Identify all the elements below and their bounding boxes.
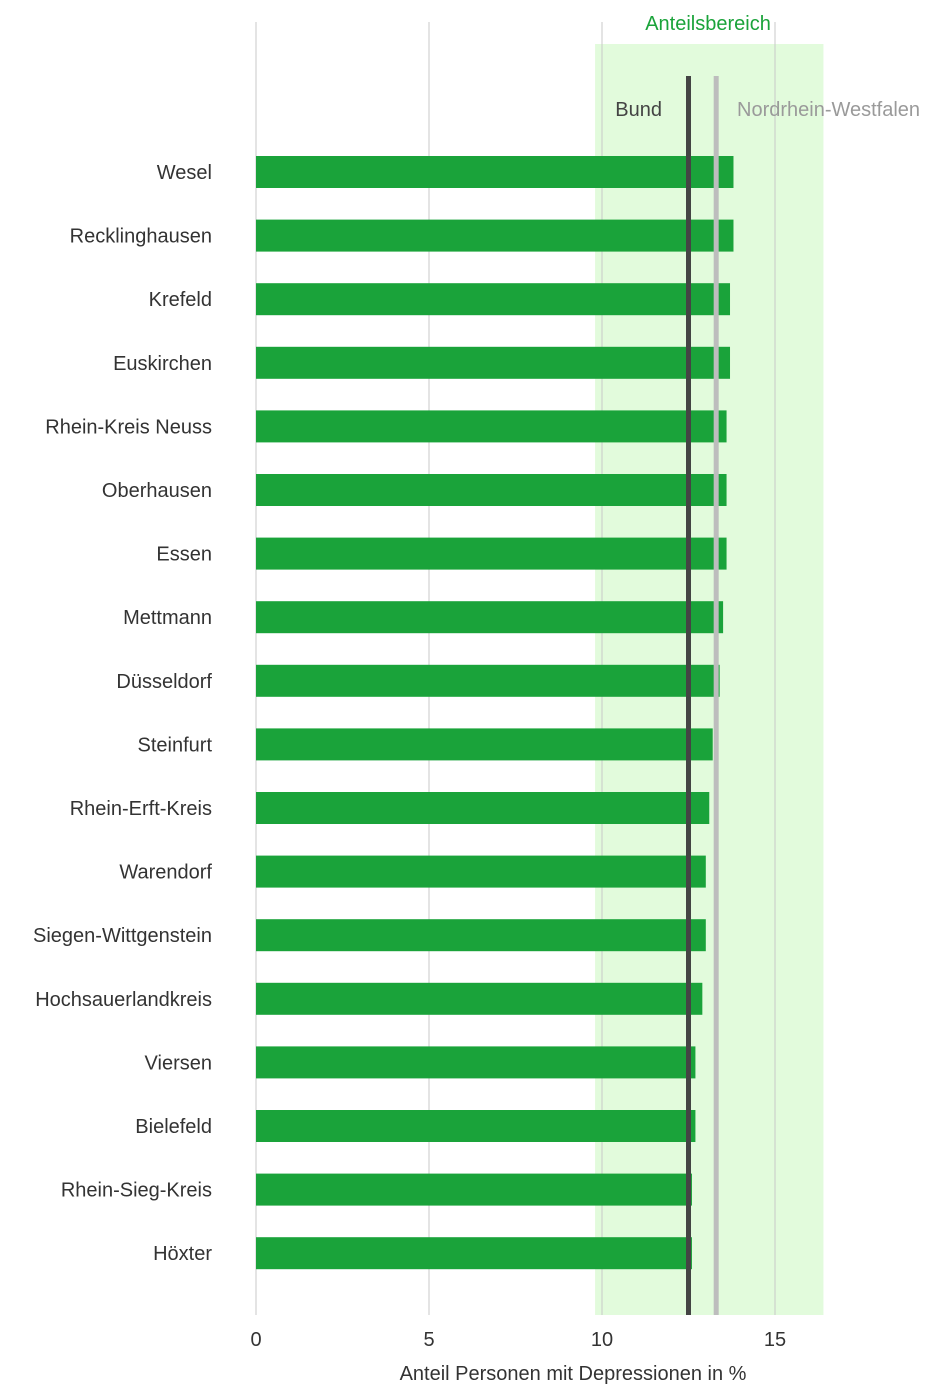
bar (256, 728, 713, 761)
bar (256, 792, 710, 824)
tick-labels: 0 5 10 15 (250, 1329, 786, 1351)
category-label: Hochsauerlandkreis (35, 989, 212, 1011)
category-label: Siegen-Wittgenstein (33, 925, 212, 947)
category-label: Krefeld (149, 289, 212, 311)
bar (256, 283, 731, 316)
category-label: Wesel (157, 162, 212, 184)
category-label: Viersen (145, 1052, 212, 1074)
bar (256, 664, 720, 697)
bar (256, 156, 734, 188)
bar (256, 919, 706, 952)
bar (256, 1110, 696, 1142)
category-label: Düsseldorf (116, 671, 212, 693)
bar (256, 346, 731, 379)
category-label: Rhein-Kreis Neuss (45, 416, 212, 438)
bar (256, 982, 703, 1015)
category-label: Recklinghausen (70, 226, 212, 248)
category-label: Rhein-Erft-Kreis (70, 798, 212, 820)
category-label: Höxter (153, 1243, 212, 1265)
bar (256, 1046, 696, 1079)
category-label: Rhein-Sieg-Kreis (61, 1180, 212, 1202)
bar (256, 537, 727, 570)
bar (256, 601, 724, 634)
category-label: Bielefeld (135, 1116, 212, 1138)
category-label: Euskirchen (113, 353, 212, 375)
bar (256, 1237, 692, 1270)
bar (256, 410, 727, 443)
bar (256, 474, 727, 506)
category-label: Warendorf (119, 862, 212, 884)
bar (256, 219, 734, 252)
nrw-label: Nordrhein-Westfalen (737, 99, 920, 121)
category-labels: Wesel Recklinghausen Krefeld Euskirchen Rhei… (33, 162, 212, 1265)
x-tick-label: 10 (591, 1329, 613, 1351)
bars (256, 156, 734, 1270)
category-label: Mettmann (123, 607, 212, 629)
bund-label: Bund (615, 99, 662, 121)
bar (256, 1173, 692, 1206)
range-label: Anteilsbereich (645, 13, 771, 35)
category-label: Oberhausen (102, 480, 212, 502)
x-axis-title: Anteil Personen mit Depressionen in % (400, 1363, 747, 1385)
category-label: Essen (156, 544, 212, 566)
x-tick-label: 0 (250, 1329, 261, 1351)
x-tick-label: 5 (423, 1329, 434, 1351)
x-tick-label: 15 (764, 1329, 786, 1351)
category-label: Steinfurt (138, 734, 213, 756)
bar (256, 855, 706, 888)
